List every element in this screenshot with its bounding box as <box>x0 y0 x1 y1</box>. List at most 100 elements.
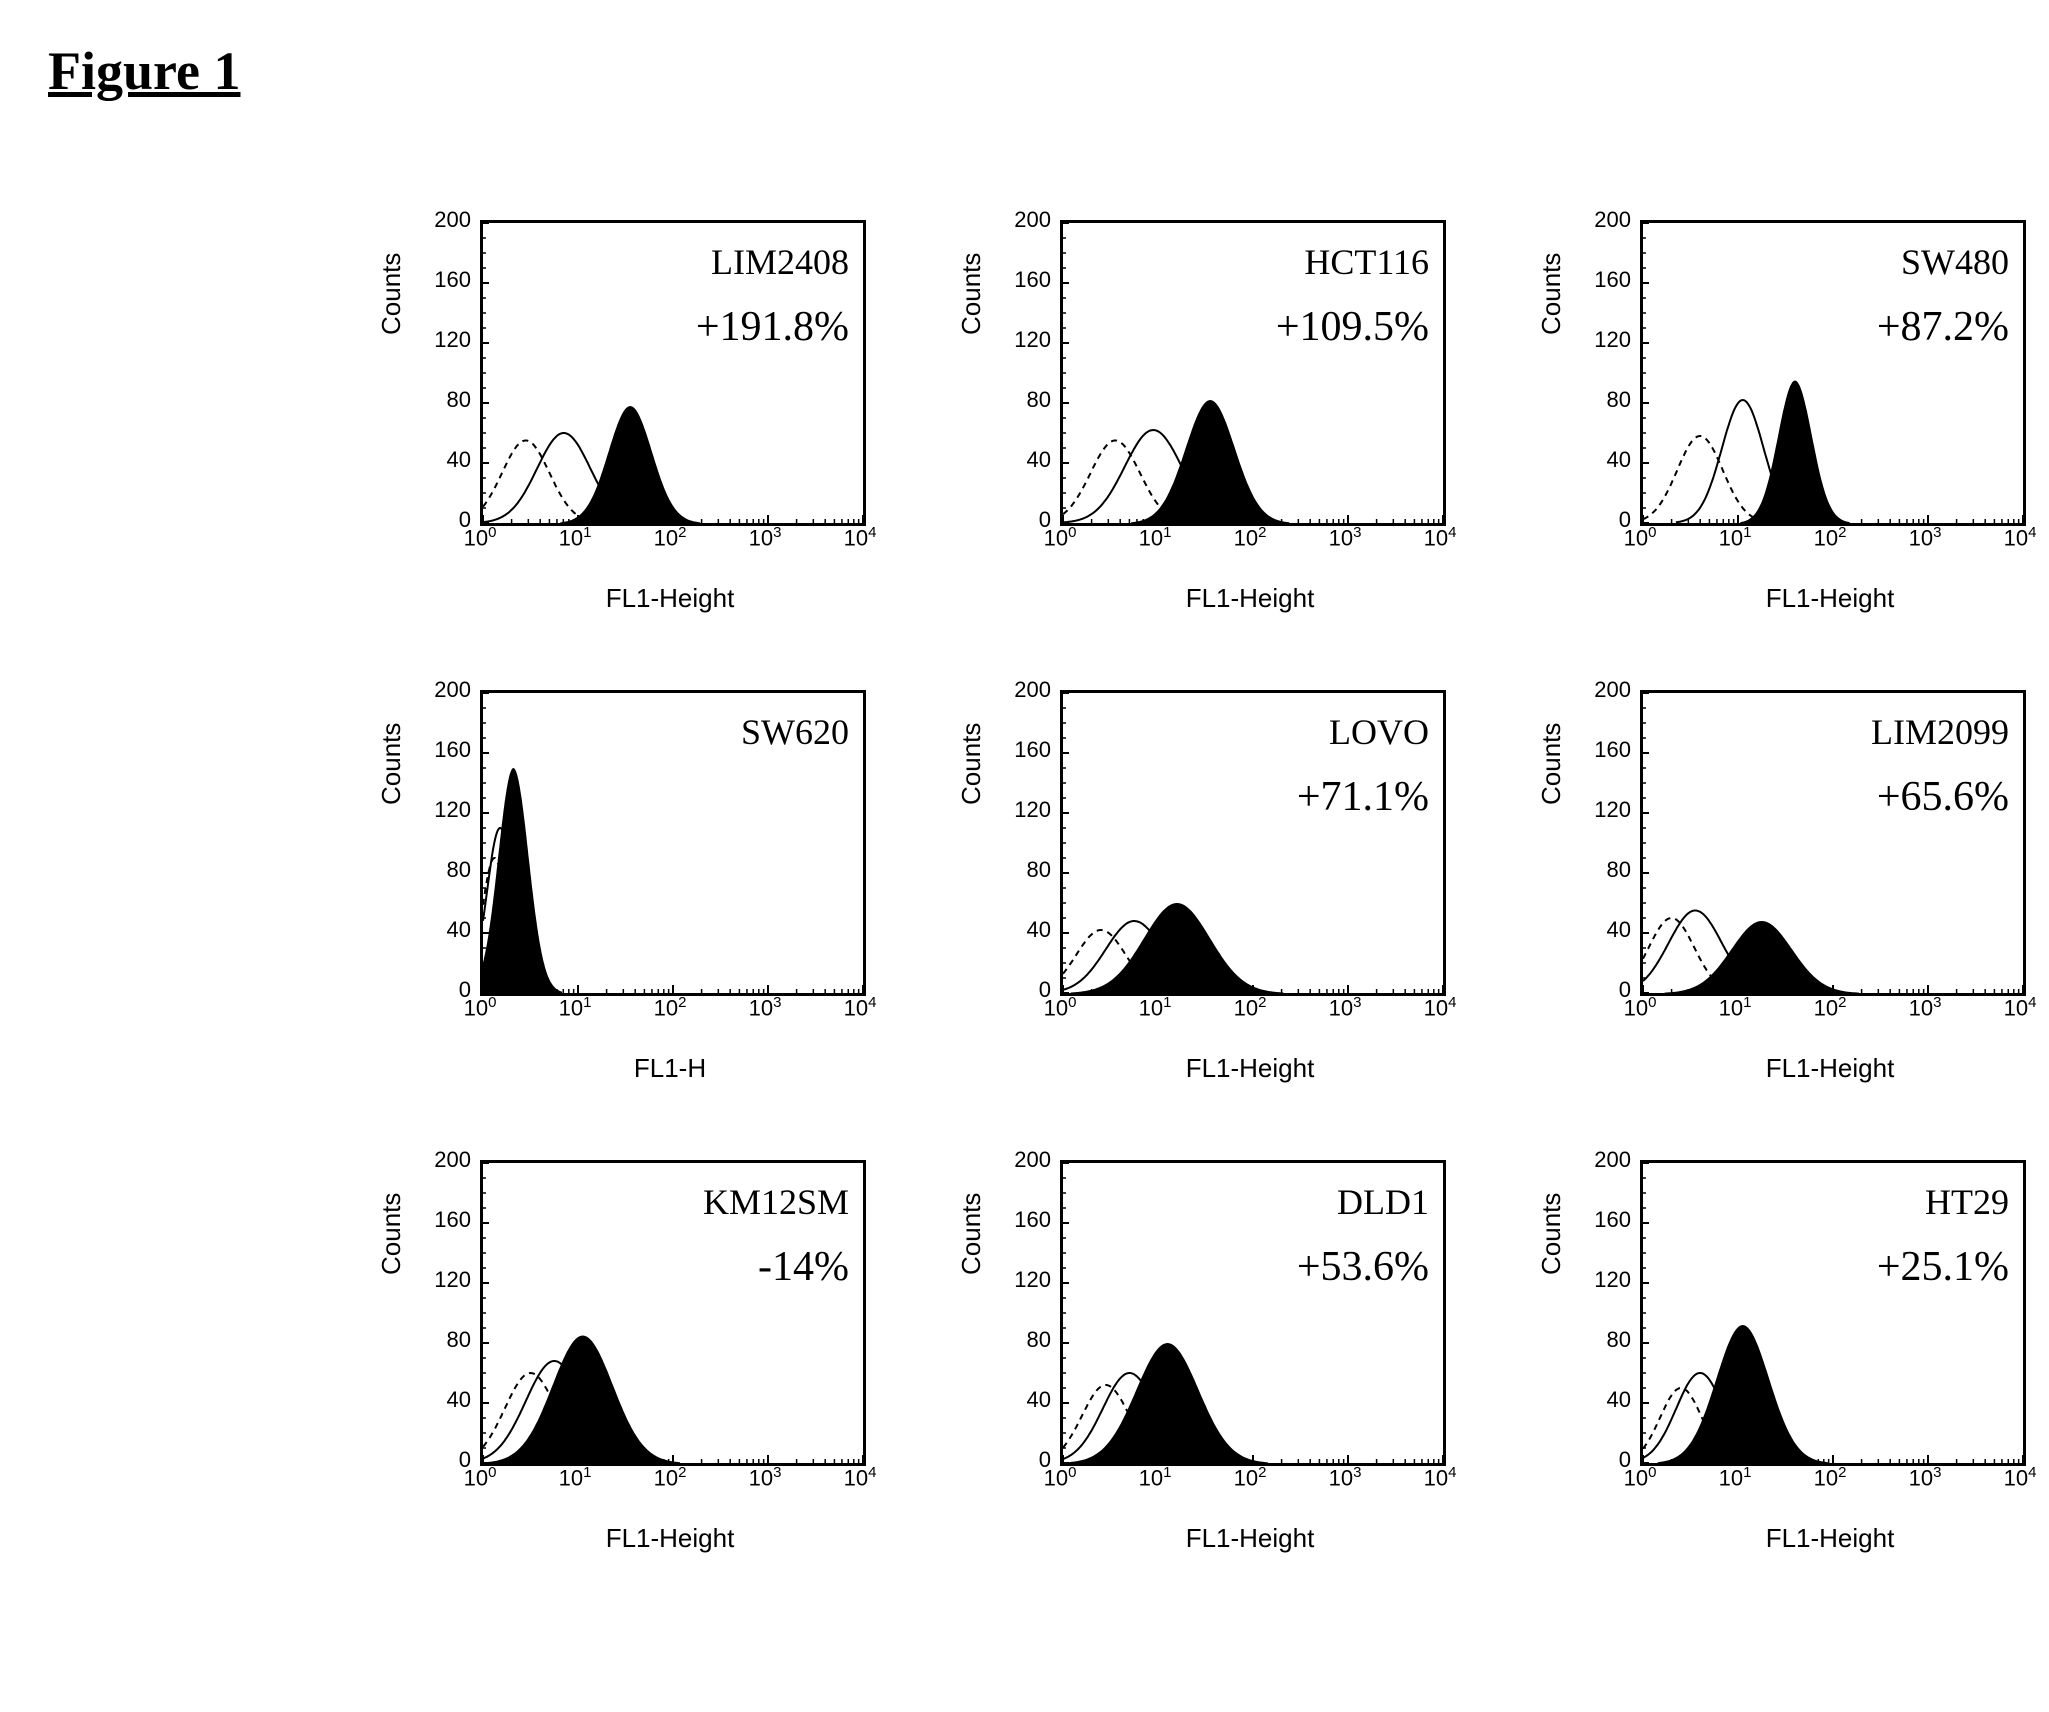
histogram-panel: Counts04080120160200SW620100101102103104… <box>370 680 890 1120</box>
x-tick-label: 104 <box>2004 994 2037 1021</box>
percent-change-label: +65.6% <box>1877 773 2009 821</box>
x-tick-label: 102 <box>1814 524 1847 551</box>
x-tick-label: 103 <box>1909 1464 1942 1491</box>
y-ticks: 04080120160200 <box>1000 690 1055 990</box>
x-ticks: 100101102103104 <box>480 1464 860 1514</box>
dashed-histogram <box>1643 436 1773 523</box>
x-ticks: 100101102103104 <box>480 524 860 574</box>
x-ticks: 100101102103104 <box>1640 524 2020 574</box>
x-tick-label: 100 <box>1044 1464 1077 1491</box>
y-tick-label: 160 <box>1594 737 1631 763</box>
x-tick-label: 100 <box>1044 994 1077 1021</box>
percent-change-label: +87.2% <box>1877 303 2009 351</box>
x-tick-label: 101 <box>1139 524 1172 551</box>
plot-frame: LIM2099+65.6% <box>1640 690 2026 996</box>
x-tick-label: 104 <box>2004 524 2037 551</box>
x-tick-label: 103 <box>1329 1464 1362 1491</box>
x-tick-label: 104 <box>1424 1464 1457 1491</box>
y-tick-label: 120 <box>1014 327 1051 353</box>
y-axis-label: Counts <box>376 723 407 805</box>
y-axis-label: Counts <box>1536 1193 1567 1275</box>
filled-histogram <box>483 768 562 993</box>
histogram-panel: Counts04080120160200SW480+87.2%100101102… <box>1530 210 2049 650</box>
y-tick-label: 80 <box>1607 857 1631 883</box>
y-tick-label: 160 <box>1014 1207 1051 1233</box>
y-tick-label: 80 <box>447 857 471 883</box>
cell-line-label: SW620 <box>741 711 849 753</box>
x-tick-label: 104 <box>844 994 877 1021</box>
dashed-histogram <box>483 441 602 523</box>
histogram-panel: Counts04080120160200DLD1+53.6%1001011021… <box>950 1150 1470 1590</box>
x-axis-label: FL1-H <box>480 1053 860 1084</box>
percent-change-label: +71.1% <box>1297 773 1429 821</box>
y-tick-label: 200 <box>434 207 471 233</box>
x-tick-label: 104 <box>844 524 877 551</box>
y-tick-label: 160 <box>1594 1207 1631 1233</box>
percent-change-label: +53.6% <box>1297 1243 1429 1291</box>
x-axis-label: FL1-Height <box>480 1523 860 1554</box>
y-axis-label: Counts <box>376 253 407 335</box>
x-tick-label: 103 <box>1329 994 1362 1021</box>
x-tick-label: 101 <box>1719 1464 1752 1491</box>
plot-frame: LOVO +71.1% <box>1060 690 1446 996</box>
panel-grid: Counts04080120160200LIM2408+191.8%100101… <box>370 210 2049 1590</box>
y-tick-label: 200 <box>1014 677 1051 703</box>
y-tick-label: 80 <box>1027 857 1051 883</box>
x-tick-label: 100 <box>1624 994 1657 1021</box>
histogram-panel: Counts04080120160200LIM2099+65.6%1001011… <box>1530 680 2049 1120</box>
y-tick-label: 120 <box>434 1267 471 1293</box>
y-tick-label: 160 <box>434 1207 471 1233</box>
x-axis-label: FL1-Height <box>1060 1523 1440 1554</box>
y-tick-label: 200 <box>1594 677 1631 703</box>
y-tick-label: 160 <box>434 737 471 763</box>
plot-frame: SW620 <box>480 690 866 996</box>
cell-line-label: DLD1 <box>1337 1181 1429 1223</box>
y-tick-label: 40 <box>447 917 471 943</box>
y-tick-label: 120 <box>1594 327 1631 353</box>
y-ticks: 04080120160200 <box>1580 690 1635 990</box>
y-axis-label: Counts <box>956 253 987 335</box>
y-tick-label: 40 <box>1607 917 1631 943</box>
histogram-panel: Counts04080120160200LIM2408+191.8%100101… <box>370 210 890 650</box>
y-tick-label: 200 <box>434 677 471 703</box>
cell-line-label: HCT116 <box>1304 241 1429 283</box>
x-tick-label: 101 <box>1139 994 1172 1021</box>
y-tick-label: 120 <box>1014 797 1051 823</box>
y-axis-label: Counts <box>1536 253 1567 335</box>
y-ticks: 04080120160200 <box>1000 1160 1055 1460</box>
x-axis-label: FL1-Height <box>1060 1053 1440 1084</box>
x-tick-label: 102 <box>1814 994 1847 1021</box>
x-tick-label: 102 <box>1234 1464 1267 1491</box>
y-tick-label: 40 <box>1027 1387 1051 1413</box>
x-ticks: 100101102103104 <box>1640 1464 2020 1514</box>
percent-change-label: -14% <box>758 1243 849 1291</box>
y-tick-label: 40 <box>1027 447 1051 473</box>
y-tick-label: 200 <box>434 1147 471 1173</box>
figure-page: Figure 1 Counts04080120160200LIM2408+191… <box>0 0 2049 1712</box>
percent-change-label: +109.5% <box>1276 303 1429 351</box>
y-tick-label: 40 <box>1027 917 1051 943</box>
x-tick-label: 100 <box>464 1464 497 1491</box>
plot-frame: LIM2408+191.8% <box>480 220 866 526</box>
cell-line-label: KM12SM <box>703 1181 849 1223</box>
filled-histogram <box>1071 903 1284 993</box>
filled-histogram <box>1131 400 1289 523</box>
y-tick-label: 40 <box>1607 1387 1631 1413</box>
x-tick-label: 102 <box>654 524 687 551</box>
y-tick-label: 80 <box>1607 1327 1631 1353</box>
y-axis-label: Counts <box>956 723 987 805</box>
y-ticks: 04080120160200 <box>1580 220 1635 520</box>
x-ticks: 100101102103104 <box>1640 994 2020 1044</box>
x-axis-label: FL1-Height <box>1640 583 2020 614</box>
cell-line-label: LOVO <box>1329 711 1429 753</box>
y-ticks: 04080120160200 <box>420 690 475 990</box>
filled-histogram <box>1067 1343 1268 1463</box>
x-tick-label: 101 <box>559 524 592 551</box>
y-tick-label: 160 <box>1594 267 1631 293</box>
x-tick-label: 103 <box>749 1464 782 1491</box>
x-tick-label: 100 <box>1624 524 1657 551</box>
x-tick-label: 103 <box>1909 524 1942 551</box>
y-tick-label: 200 <box>1594 207 1631 233</box>
plot-frame: DLD1 +53.6% <box>1060 1160 1446 1466</box>
y-tick-label: 200 <box>1594 1147 1631 1173</box>
